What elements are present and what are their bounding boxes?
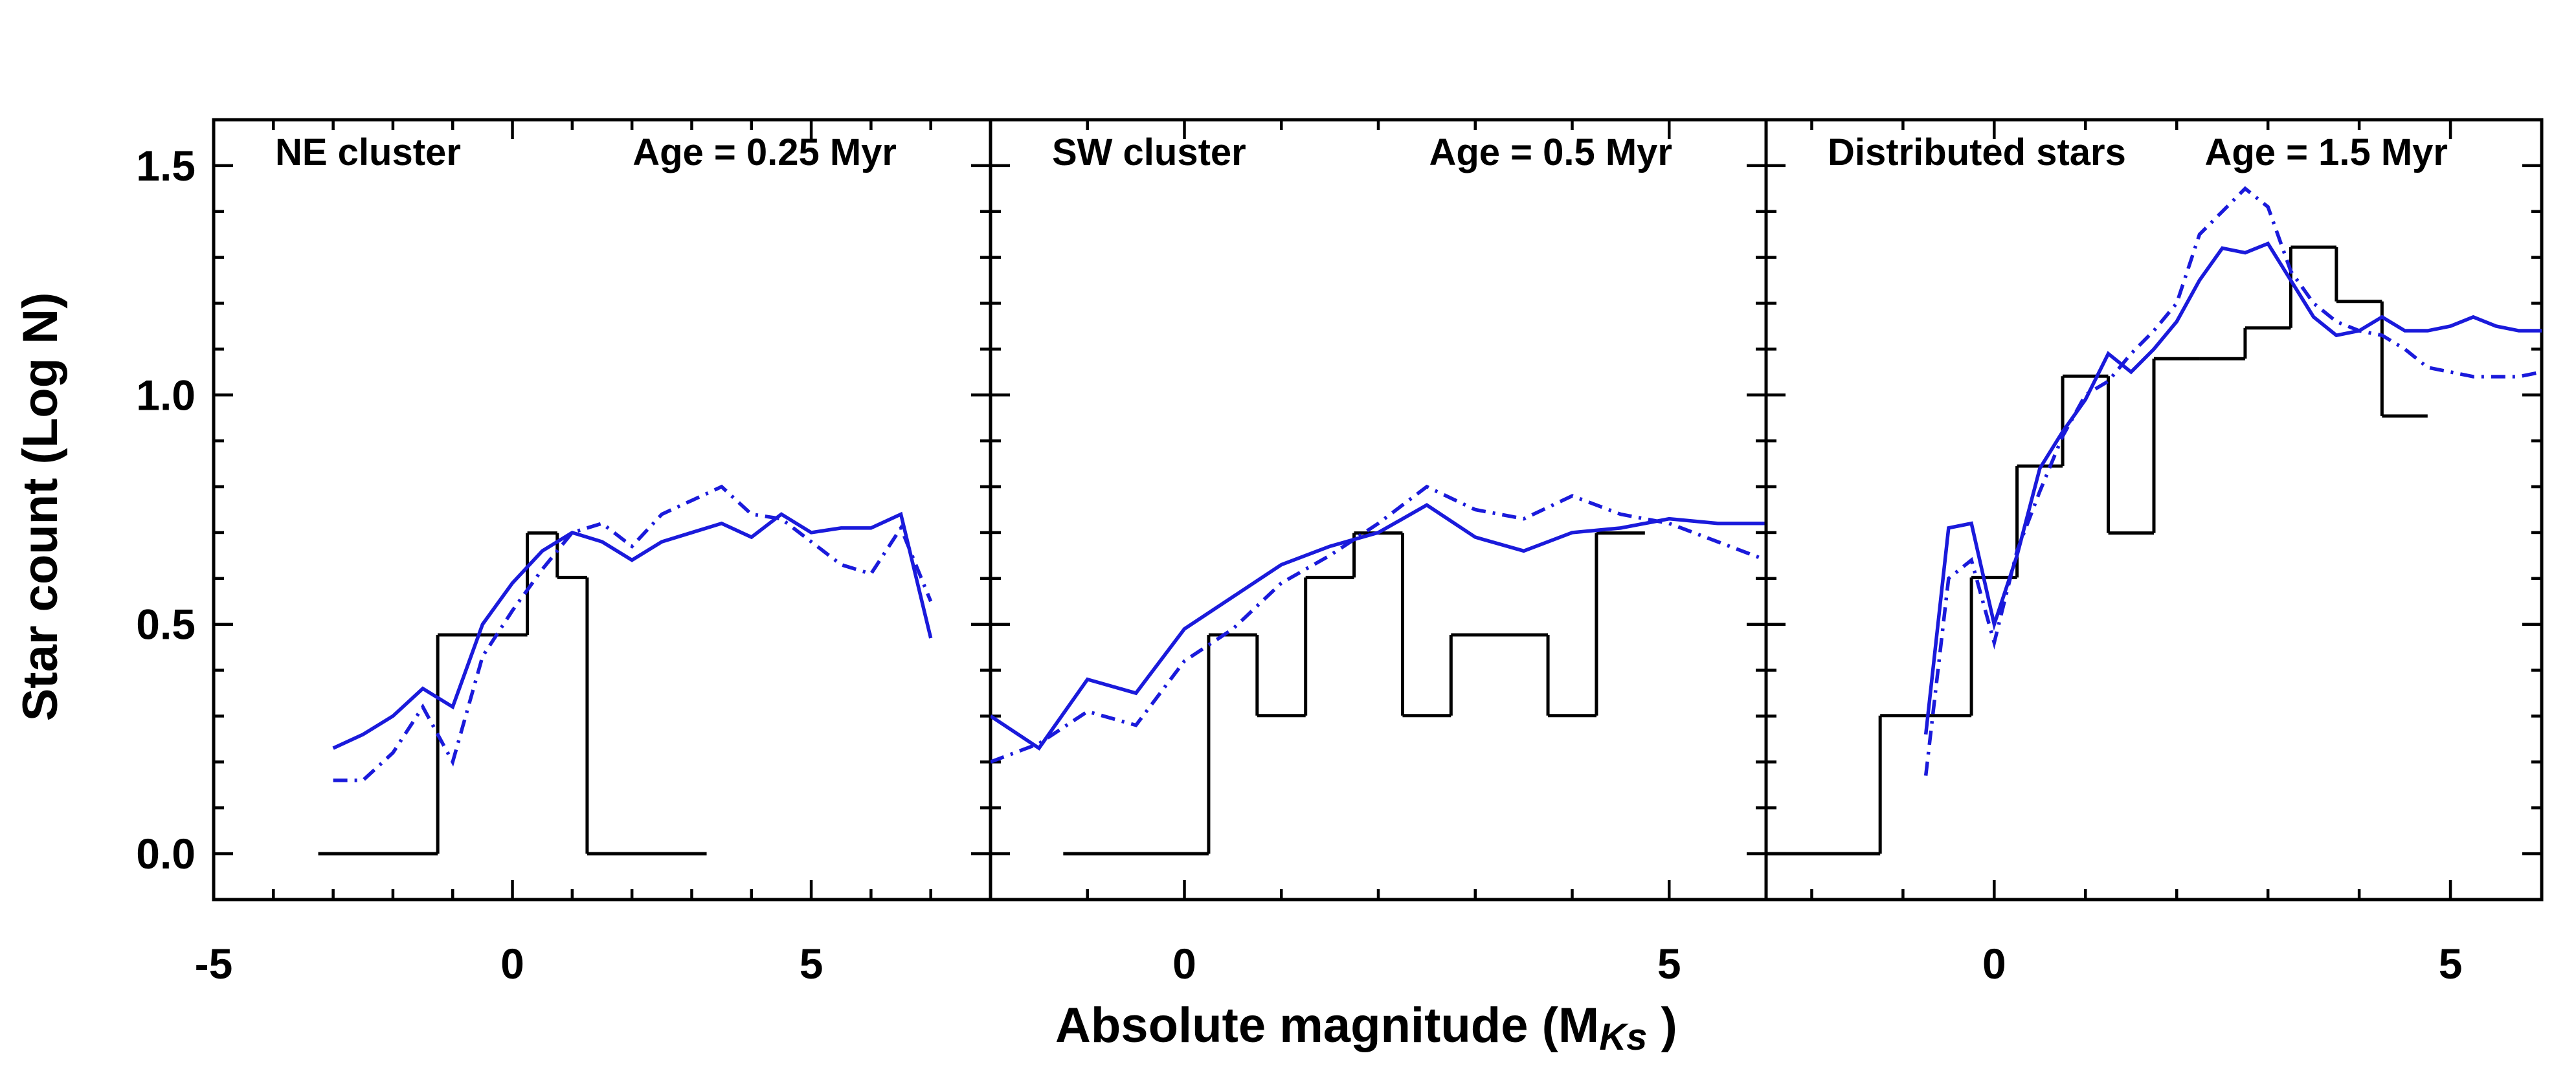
panel-data	[991, 484, 1766, 856]
panel-age-label: Age = 1.5 Myr	[2204, 131, 2448, 173]
panel-name-label: SW cluster	[1052, 131, 1246, 173]
panel-frame	[1764, 118, 2544, 902]
model-curve-solid	[332, 511, 933, 750]
model-curve-solid	[991, 503, 1766, 751]
observed-histogram	[1766, 245, 2428, 856]
panel-age-label: Age = 0.25 Myr	[633, 131, 897, 173]
panel-3: 0 5 Distributed stars Age = 1.5 Myr	[1764, 118, 2544, 988]
x-axis-title-subscript: Ks	[1599, 1016, 1647, 1058]
x-axis-title: Absolute magnitude (MKs )	[1055, 998, 1677, 1058]
panel-name-label: NE cluster	[275, 131, 461, 173]
x-tick-label: 0	[1982, 940, 2006, 988]
observed-histogram	[318, 531, 707, 856]
x-axis-title-end: )	[1647, 998, 1677, 1053]
model-curve-dashdot	[333, 484, 933, 782]
x-tick-label: 5	[1657, 940, 1681, 988]
model-curve-dashdot	[991, 484, 1766, 764]
y-axis-title: Star count (Log N)	[13, 293, 68, 722]
y-tick-label: 1.0	[136, 371, 196, 419]
x-tick-label: -5	[195, 940, 233, 988]
observed-histogram	[1063, 531, 1645, 856]
y-tick-label: 0.5	[136, 601, 196, 648]
x-axis-title-main: Absolute magnitude (M	[1055, 998, 1599, 1053]
x-tick-label: 5	[800, 940, 823, 988]
panel-2: 0 5 SW cluster Age = 0.5 Myr	[989, 118, 1768, 988]
y-tick-label: 1.5	[136, 142, 196, 190]
panel-data	[318, 484, 933, 856]
x-tick-label: 5	[2439, 940, 2463, 988]
y-tick-label: 0.0	[136, 830, 196, 878]
panel-age-label: Age = 0.5 Myr	[1429, 131, 1672, 173]
panel-data	[1766, 186, 2542, 856]
panel-1: -5 0 5 NE cluster Age = 0.25 Myr	[195, 118, 992, 988]
model-curve-solid	[1923, 241, 2542, 735]
panel-frame	[212, 118, 992, 902]
panel-frame	[989, 118, 1768, 902]
panel-name-label: Distributed stars	[1828, 131, 2126, 173]
model-curve-dashdot	[1923, 186, 2542, 776]
x-tick-label: 0	[1172, 940, 1196, 988]
x-tick-label: 0	[500, 940, 524, 988]
